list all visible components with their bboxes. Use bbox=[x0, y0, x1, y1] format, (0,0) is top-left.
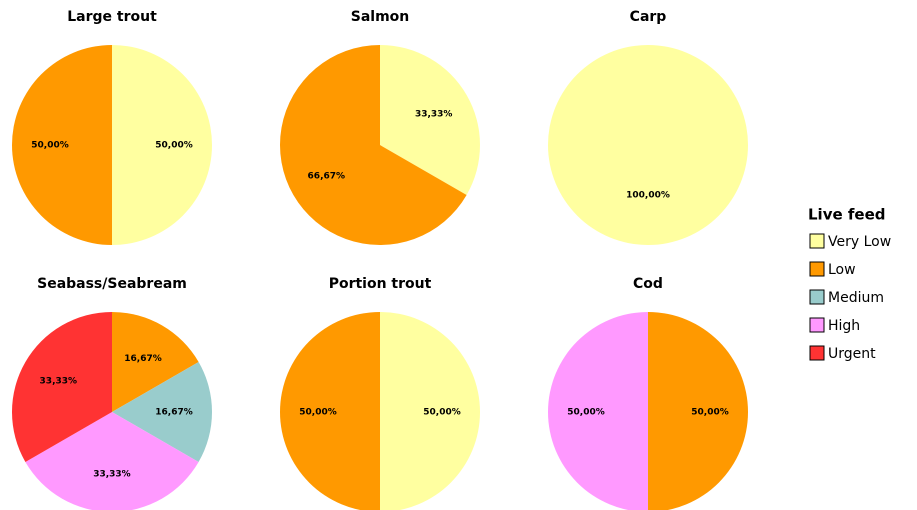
value-label: 33,33% bbox=[415, 109, 453, 119]
pie-slice bbox=[280, 312, 380, 510]
pie-title: Seabass/Seabream bbox=[37, 276, 187, 292]
legend-swatch bbox=[809, 289, 825, 305]
pie-slice bbox=[648, 312, 748, 510]
legend-label: Medium bbox=[828, 290, 884, 306]
pie-title: Salmon bbox=[351, 9, 410, 25]
legend-swatch bbox=[809, 317, 825, 333]
pie-title: Portion trout bbox=[329, 276, 432, 292]
legend-label: Very Low bbox=[828, 234, 891, 250]
value-label: 50,00% bbox=[155, 141, 193, 151]
pie-slice bbox=[12, 45, 112, 245]
pie-slice bbox=[380, 45, 480, 195]
legend-title: Live feed bbox=[808, 206, 885, 224]
value-label: 16,67% bbox=[155, 408, 193, 418]
value-label: 33,33% bbox=[93, 470, 131, 480]
pie-title: Cod bbox=[633, 276, 663, 292]
value-label: 33,33% bbox=[40, 376, 78, 386]
pie-title: Carp bbox=[630, 9, 667, 25]
pie-slice bbox=[380, 312, 480, 510]
legend-swatch bbox=[809, 233, 825, 249]
pie-slice bbox=[11, 312, 112, 462]
value-label: 100,00% bbox=[626, 191, 670, 201]
legend-label: Urgent bbox=[828, 346, 876, 362]
pie-slice bbox=[112, 362, 212, 463]
value-label: 50,00% bbox=[299, 408, 337, 418]
value-label: 50,00% bbox=[691, 408, 729, 418]
pie-title: Large trout bbox=[67, 9, 157, 25]
pie-slice bbox=[112, 312, 199, 412]
pie-slice bbox=[112, 45, 212, 245]
pie-slice bbox=[279, 44, 467, 245]
value-label: 16,67% bbox=[124, 354, 162, 364]
value-label: 50,00% bbox=[567, 408, 605, 418]
value-label: 50,00% bbox=[423, 408, 461, 418]
pie-slice bbox=[548, 45, 748, 245]
legend-swatch bbox=[809, 345, 825, 361]
legend-swatch bbox=[809, 261, 825, 277]
value-label: 66,67% bbox=[308, 172, 346, 182]
legend-label: Low bbox=[828, 262, 856, 278]
legend-label: High bbox=[828, 318, 860, 334]
pie-slice bbox=[548, 312, 648, 510]
pie-slice bbox=[25, 412, 199, 510]
value-label: 50,00% bbox=[31, 141, 69, 151]
